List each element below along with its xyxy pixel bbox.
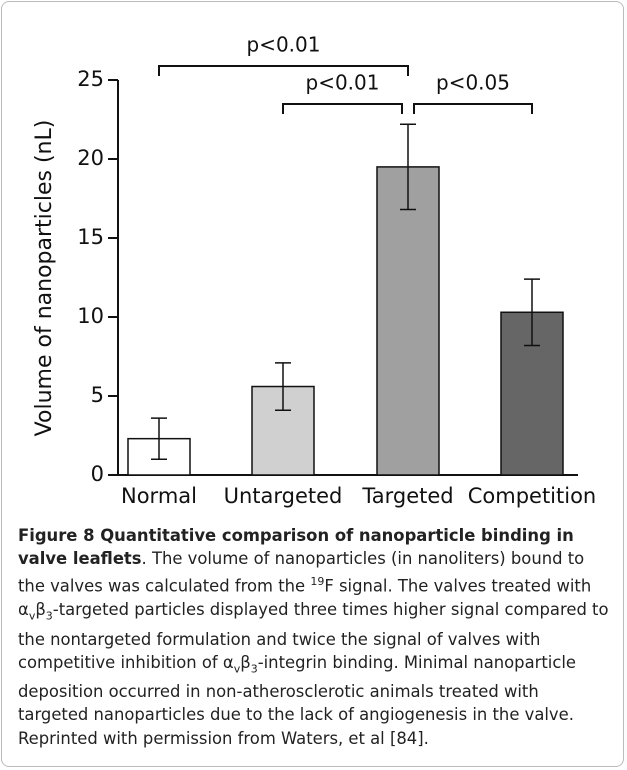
caption-sup: 19 [310,575,325,589]
x-tick-label: Targeted [361,484,453,508]
y-tick-label: 15 [77,225,104,249]
error-bar [400,123,416,211]
y-axis-label: Volume of nanoparticles (nL) [32,120,57,437]
caption-text: -targeted particles displayed three time… [18,600,609,672]
caption-text: α [222,652,234,672]
caption-text: β [240,652,251,672]
caption-sub: 3 [45,609,53,623]
significance-label: p<0.01 [247,33,321,57]
significance-bracket [413,103,533,114]
caption-title: Figure 8 Quantitative comparison of nano… [18,526,574,569]
caption-text: . The volume of nanoparticles (in nanoli… [18,549,585,596]
bar [127,437,191,476]
error-bar [275,362,291,411]
significance-bracket [282,103,403,114]
caption-text: F signal. The valves treated with [324,576,592,596]
caption-text: α [18,600,29,620]
error-bar [151,417,167,460]
caption-sub: v [233,662,241,676]
x-tick-label: Untargeted [224,484,343,508]
significance-bracket [158,65,409,76]
error-bar [524,278,540,347]
y-tick-label: 20 [77,146,104,170]
caption-text: -integrin binding. Minimal nanoparticle … [18,652,576,748]
y-tick-label: 5 [91,383,104,407]
caption-text: β [35,600,46,620]
significance-label: p<0.01 [306,71,380,95]
caption-sub: 3 [250,662,258,676]
y-tick-label: 10 [77,304,104,328]
x-tick-label: Normal [121,484,197,508]
significance-label: p<0.05 [436,71,510,95]
chart: Volume of nanoparticles (nL) 0 5 10 15 20 25 N… [32,33,597,509]
x-tick-label: Competition [468,484,597,508]
bar [376,166,440,476]
y-tick-label: 0 [91,462,104,486]
caption: Figure 8 Quantitative comparison of nano… [18,524,614,750]
caption-sub: v [28,609,36,623]
y-tick-label: 25 [77,67,104,91]
